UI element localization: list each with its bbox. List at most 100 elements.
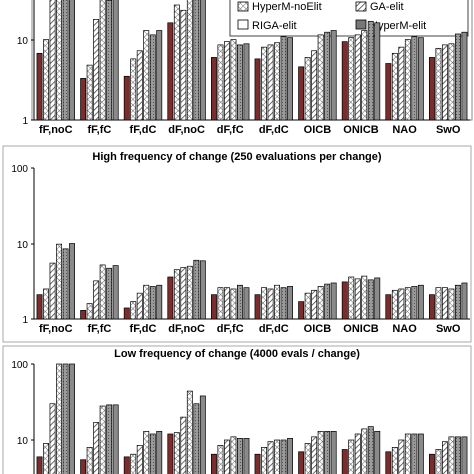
bar [354,433,361,474]
bar [56,243,63,320]
bar [435,47,442,121]
bar [80,310,87,320]
bar [143,284,150,320]
bar [56,363,63,474]
bar [385,294,392,320]
bar [417,284,424,320]
bar [391,289,398,320]
plot-1: 1 10 100 fF,noC fF,fC fF,dC dF,noC dF,fC dF,dC OI… [11,164,470,335]
bar [385,63,392,121]
bar [86,303,93,320]
bar [354,34,361,121]
bar [311,50,318,121]
x-tick-label: NAO [392,323,417,335]
y-tick-label: 1 [22,315,28,326]
x-tick-label: fF,fC [87,124,111,136]
legend-label-riga-elit: RIGA-elit [252,20,297,32]
bar [56,0,63,121]
x-tick-label: fF,dC [130,124,157,136]
bar [254,58,261,121]
bar [280,439,287,474]
bar [261,46,268,121]
bar [304,443,311,474]
bar [180,416,187,474]
x-tick-label: NAO [392,124,417,136]
bar [341,41,348,121]
bar [43,288,50,320]
bar [417,433,424,474]
x-tick-label: dF,fC [217,124,244,136]
bar [361,275,368,320]
plots: 1 10 fF,noC fF,fC fF,dC dF,noC dF,fC dF,dC OICB O… [11,0,470,474]
legend-swatch-hyperm-noelit [237,1,249,12]
bar [374,277,381,320]
bar [224,287,230,320]
legend-label-hyperm-noelit: HyperM-noElit [252,1,322,13]
bar [186,265,193,320]
x-tick-label: OICB [304,124,332,136]
bar [237,44,243,121]
panel-middle-title: High frequency of change (250 evaluation… [92,151,381,163]
bar [149,286,156,320]
plot-2: 10 100 [11,360,468,474]
y-tick-label: 1 [22,116,28,127]
x-tick-label: dF,dC [259,124,289,136]
bar [348,439,355,474]
legend-swatch-riga-elit [237,19,249,30]
bar [304,57,311,121]
bar [211,453,217,474]
x-tick-label: dF,noC [168,124,205,136]
bar [62,0,69,121]
bar [348,37,355,121]
x-tick-label: SwO [436,124,461,136]
bar [374,22,381,121]
bar [217,287,224,320]
bar [267,44,274,121]
bar [149,433,156,474]
bar [193,403,200,474]
bar [361,30,368,121]
bar [274,42,281,121]
bar [106,404,113,474]
bar [62,248,69,320]
x-tick-label: fF,noC [39,124,73,136]
bar [69,243,75,320]
bar [224,41,230,121]
bar [324,430,331,474]
y-tick-label: 10 [17,36,29,47]
bar [180,9,187,121]
bar [106,0,113,121]
bar [311,436,318,474]
bar [455,33,461,121]
bar [43,443,50,474]
bar [330,30,337,121]
bar [448,43,455,121]
bar [112,0,119,121]
bar [435,449,442,474]
bar [448,436,455,474]
bar [354,278,361,320]
bar [461,31,468,121]
bar [93,280,100,320]
bar [411,36,418,121]
bar [156,430,163,474]
bar [173,269,180,320]
bar [36,456,43,474]
bar [367,426,374,474]
bar [136,50,143,121]
bar [254,294,261,320]
bar [411,433,418,474]
bar [186,0,193,121]
bar [130,58,137,121]
bar [211,294,217,320]
bar [86,64,93,121]
y-tick-label: 100 [11,164,28,175]
bar [243,43,250,121]
x-tick-label: ONICB [343,124,379,136]
bar [36,52,43,121]
bar [156,30,163,121]
bar [69,0,75,121]
bar [391,447,398,474]
bar [267,288,274,320]
bar [143,430,150,474]
